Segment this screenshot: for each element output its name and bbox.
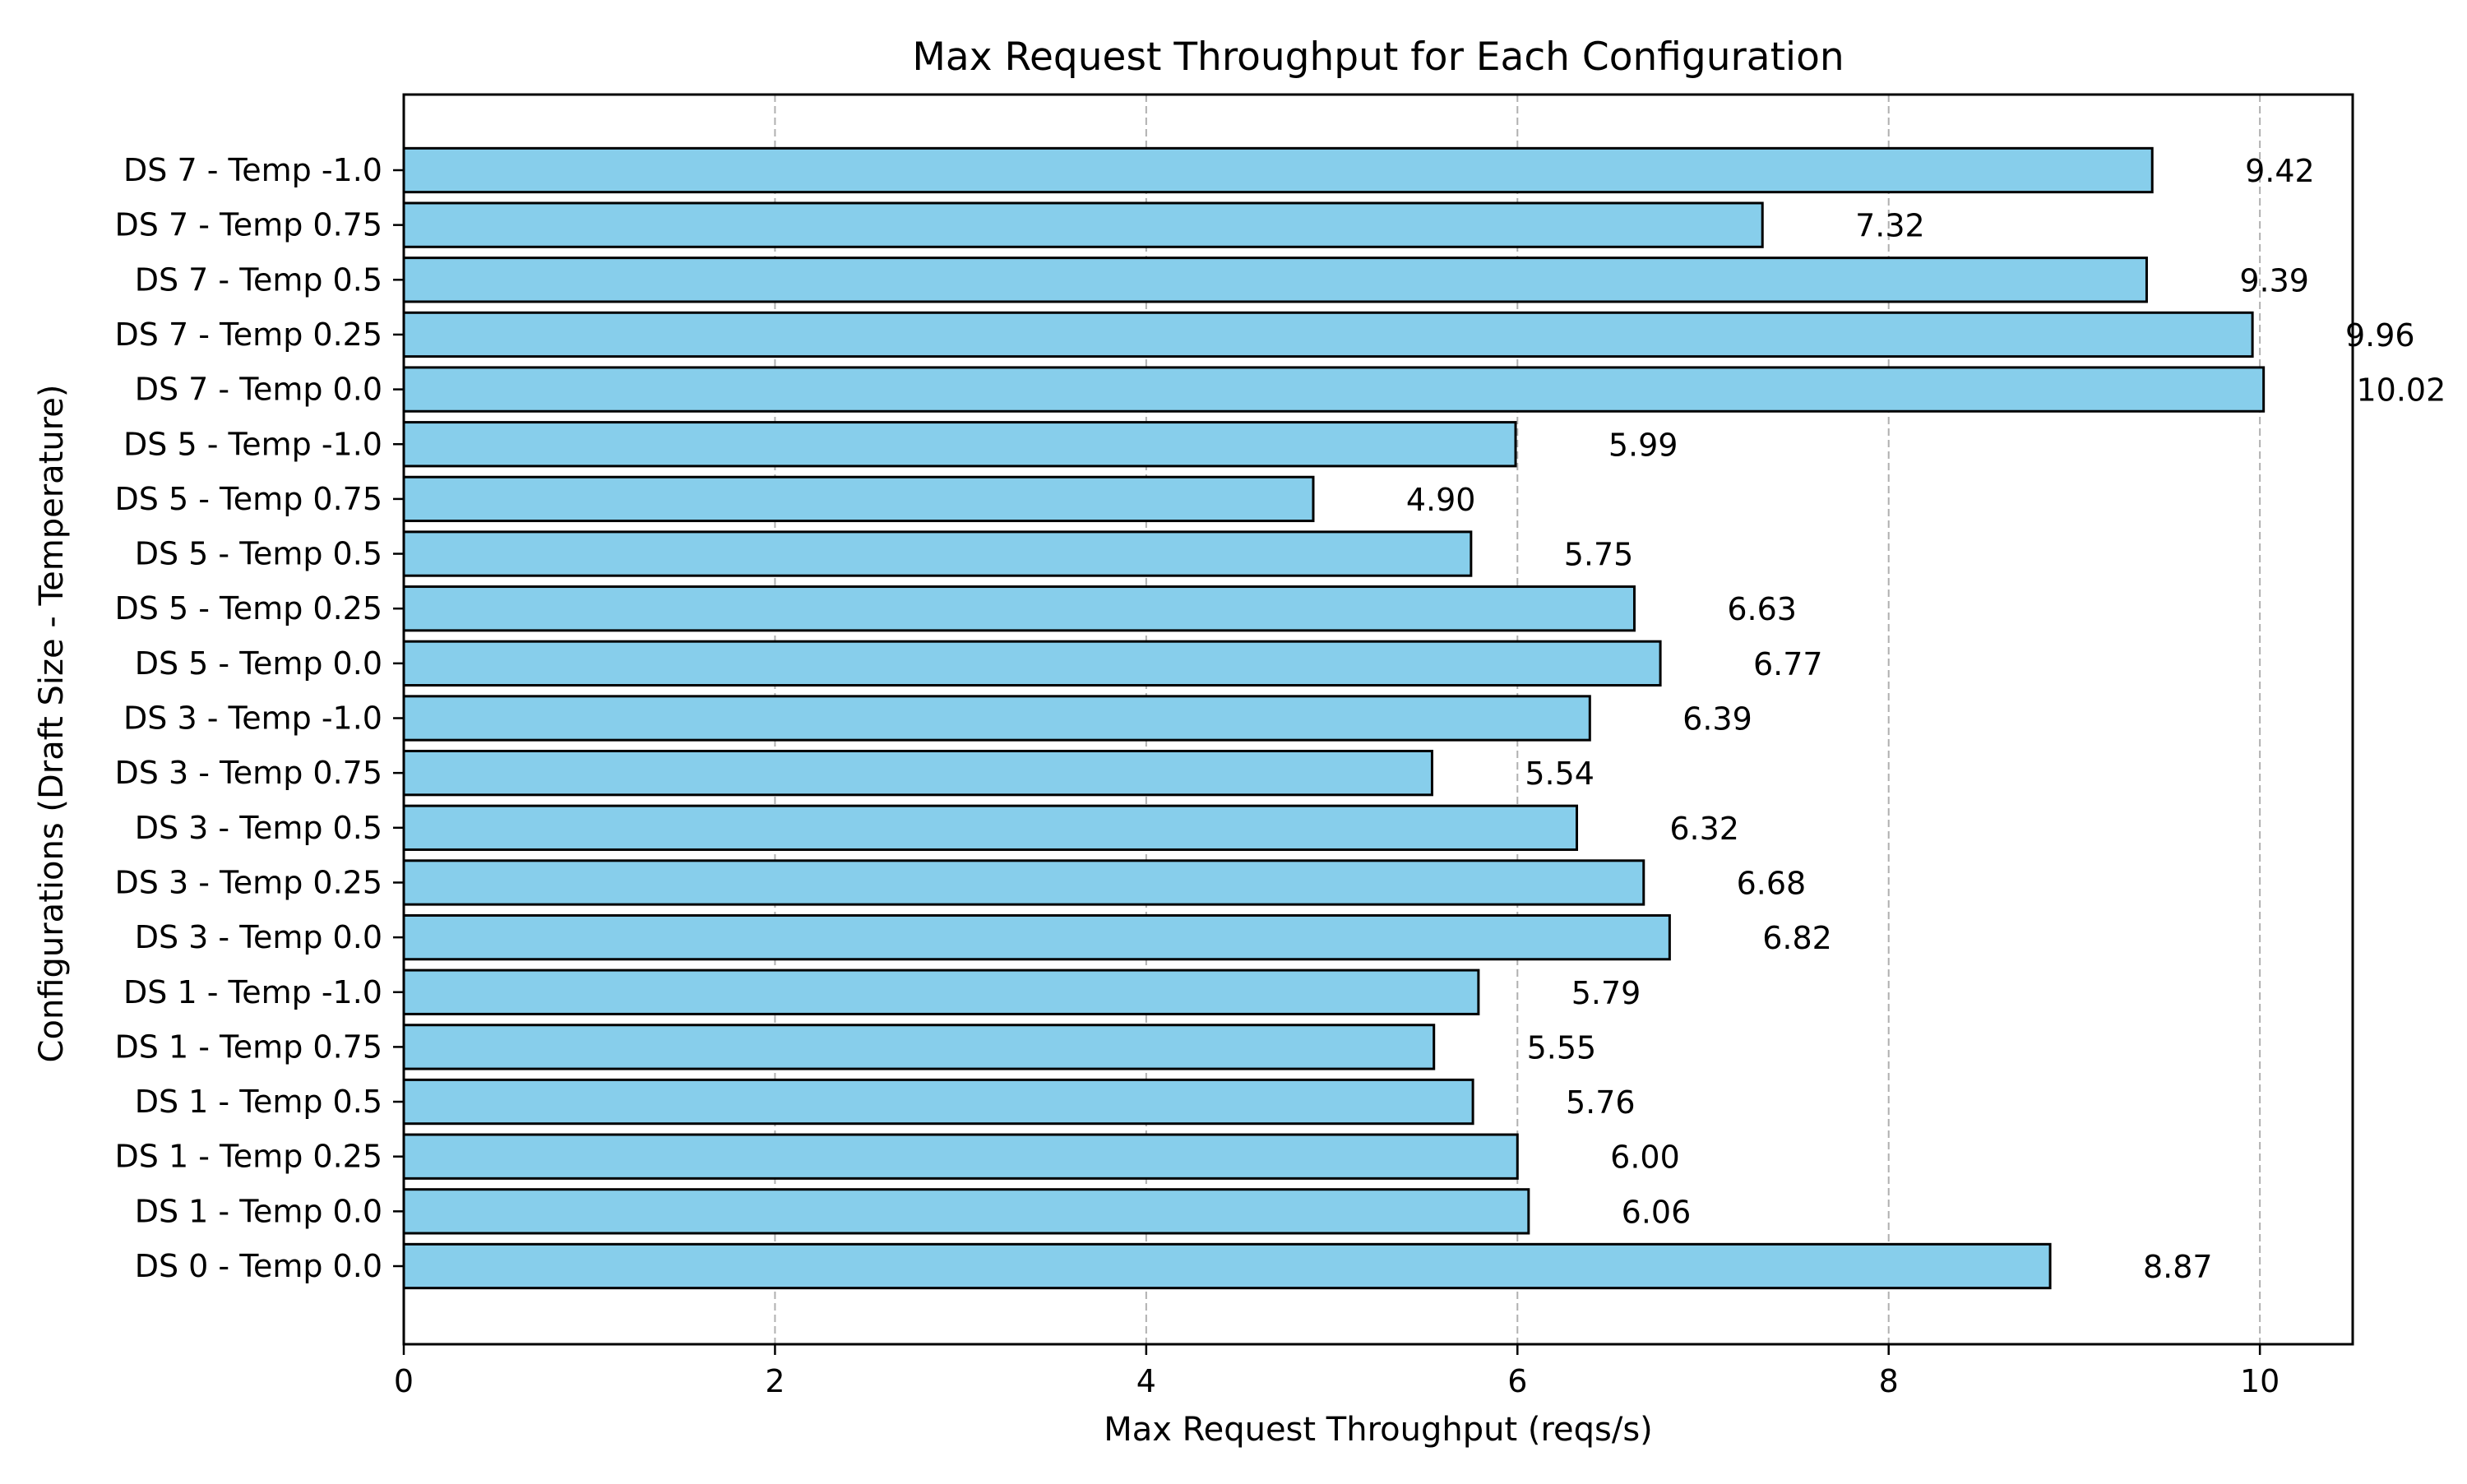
y-tick-label: DS 7 - Temp 0.25	[115, 317, 382, 353]
bar-value-label: 6.06	[1622, 1194, 1692, 1230]
bar-value-label: 4.90	[1406, 482, 1476, 518]
y-tick-label: DS 5 - Temp 0.75	[115, 481, 382, 517]
y-tick-label: DS 7 - Temp 0.0	[135, 372, 382, 408]
y-tick-label: DS 5 - Temp 0.5	[135, 536, 382, 572]
bar	[402, 585, 1636, 632]
bar	[402, 1078, 1474, 1126]
bar	[402, 695, 1591, 742]
bar-value-label: 10.02	[2357, 372, 2446, 409]
bar-value-label: 9.96	[2345, 317, 2415, 354]
plot-frame	[402, 93, 2354, 1346]
bar	[402, 201, 1764, 248]
bar	[402, 804, 1579, 851]
y-tick-label: DS 7 - Temp -1.0	[123, 152, 382, 188]
bar	[402, 1188, 1530, 1235]
bar-value-label: 6.77	[1753, 646, 1823, 682]
bar-value-label: 5.76	[1566, 1084, 1636, 1121]
y-tick-label: DS 3 - Temp 0.75	[115, 755, 382, 791]
bar	[402, 311, 2254, 358]
bar	[402, 1242, 2052, 1290]
bar	[402, 749, 1433, 797]
bar-value-label: 6.63	[1727, 591, 1797, 627]
y-tick-label: DS 3 - Temp -1.0	[123, 700, 382, 737]
bar	[402, 640, 1662, 687]
bar-value-label: 6.68	[1737, 865, 1807, 901]
bar	[402, 257, 2148, 303]
x-tick-label: 6	[1507, 1363, 1527, 1399]
x-tick-label: 0	[394, 1363, 414, 1399]
bar	[402, 530, 1473, 577]
bar-value-label: 5.55	[1527, 1029, 1597, 1066]
bar-value-label: 6.00	[1610, 1140, 1680, 1176]
chart-title: Max Request Throughput for Each Configur…	[912, 35, 1844, 80]
y-tick-label: DS 1 - Temp 0.0	[135, 1193, 382, 1229]
bar-value-label: 5.54	[1525, 756, 1595, 792]
bar-value-label: 5.79	[1571, 975, 1641, 1011]
bar	[402, 146, 2154, 194]
data-labels: 8.87 6.06 6.00 5.76 5.55 5.79 6.82 6.68 6.32 5.54…	[1406, 153, 2446, 1285]
y-tick-label: DS 1 - Temp 0.75	[115, 1029, 382, 1065]
bar-value-label: 9.42	[2245, 153, 2315, 189]
y-tick-label: DS 5 - Temp 0.25	[115, 590, 382, 626]
bar-value-label: 6.82	[1762, 920, 1832, 956]
y-tick-label: DS 5 - Temp 0.0	[135, 645, 382, 682]
bar	[402, 366, 2266, 413]
x-tick-label: 2	[765, 1363, 785, 1399]
y-tick-label: DS 1 - Temp -1.0	[123, 974, 382, 1010]
y-tick-label: DS 3 - Temp 0.25	[115, 864, 382, 900]
x-tick-label: 10	[2240, 1363, 2280, 1399]
bar-value-label: 8.87	[2143, 1249, 2213, 1285]
y-tick-label: DS 1 - Temp 0.25	[115, 1139, 382, 1175]
bar-value-label: 6.39	[1682, 701, 1752, 737]
bar	[402, 475, 1315, 523]
bars	[402, 146, 2266, 1290]
y-tick-label: DS 3 - Temp 0.5	[135, 810, 382, 846]
x-axis-ticks: 0 2 4 6 8 10	[394, 1344, 2280, 1399]
bar-value-label: 6.32	[1669, 811, 1739, 847]
x-tick-label: 8	[1879, 1363, 1899, 1399]
bar	[402, 913, 1671, 961]
bar-value-label: 5.99	[1608, 427, 1678, 463]
bar	[402, 1133, 1519, 1180]
y-tick-label: DS 1 - Temp 0.5	[135, 1084, 382, 1120]
y-tick-label: DS 7 - Temp 0.5	[135, 261, 382, 298]
bar	[402, 859, 1645, 906]
y-tick-label: DS 3 - Temp 0.0	[135, 919, 382, 955]
x-tick-label: 4	[1136, 1363, 1156, 1399]
y-axis-ticks: DS 0 - Temp 0.0 DS 1 - Temp 0.0 DS 1 - Tem…	[115, 152, 404, 1284]
y-tick-label: DS 7 - Temp 0.75	[115, 207, 382, 243]
x-axis-label: Max Request Throughput (reqs/s)	[1104, 1411, 1653, 1449]
bar-value-label: 9.39	[2239, 262, 2309, 298]
bar	[402, 421, 1517, 468]
y-axis-label: Configurations (Draft Size - Temperature…	[33, 385, 71, 1063]
bar	[402, 1024, 1436, 1070]
y-tick-label: DS 5 - Temp -1.0	[123, 426, 382, 462]
bar-value-label: 7.32	[1855, 208, 1925, 244]
y-tick-label: DS 0 - Temp 0.0	[135, 1248, 382, 1284]
bar-value-label: 5.75	[1564, 537, 1634, 573]
bar	[402, 969, 1480, 1015]
